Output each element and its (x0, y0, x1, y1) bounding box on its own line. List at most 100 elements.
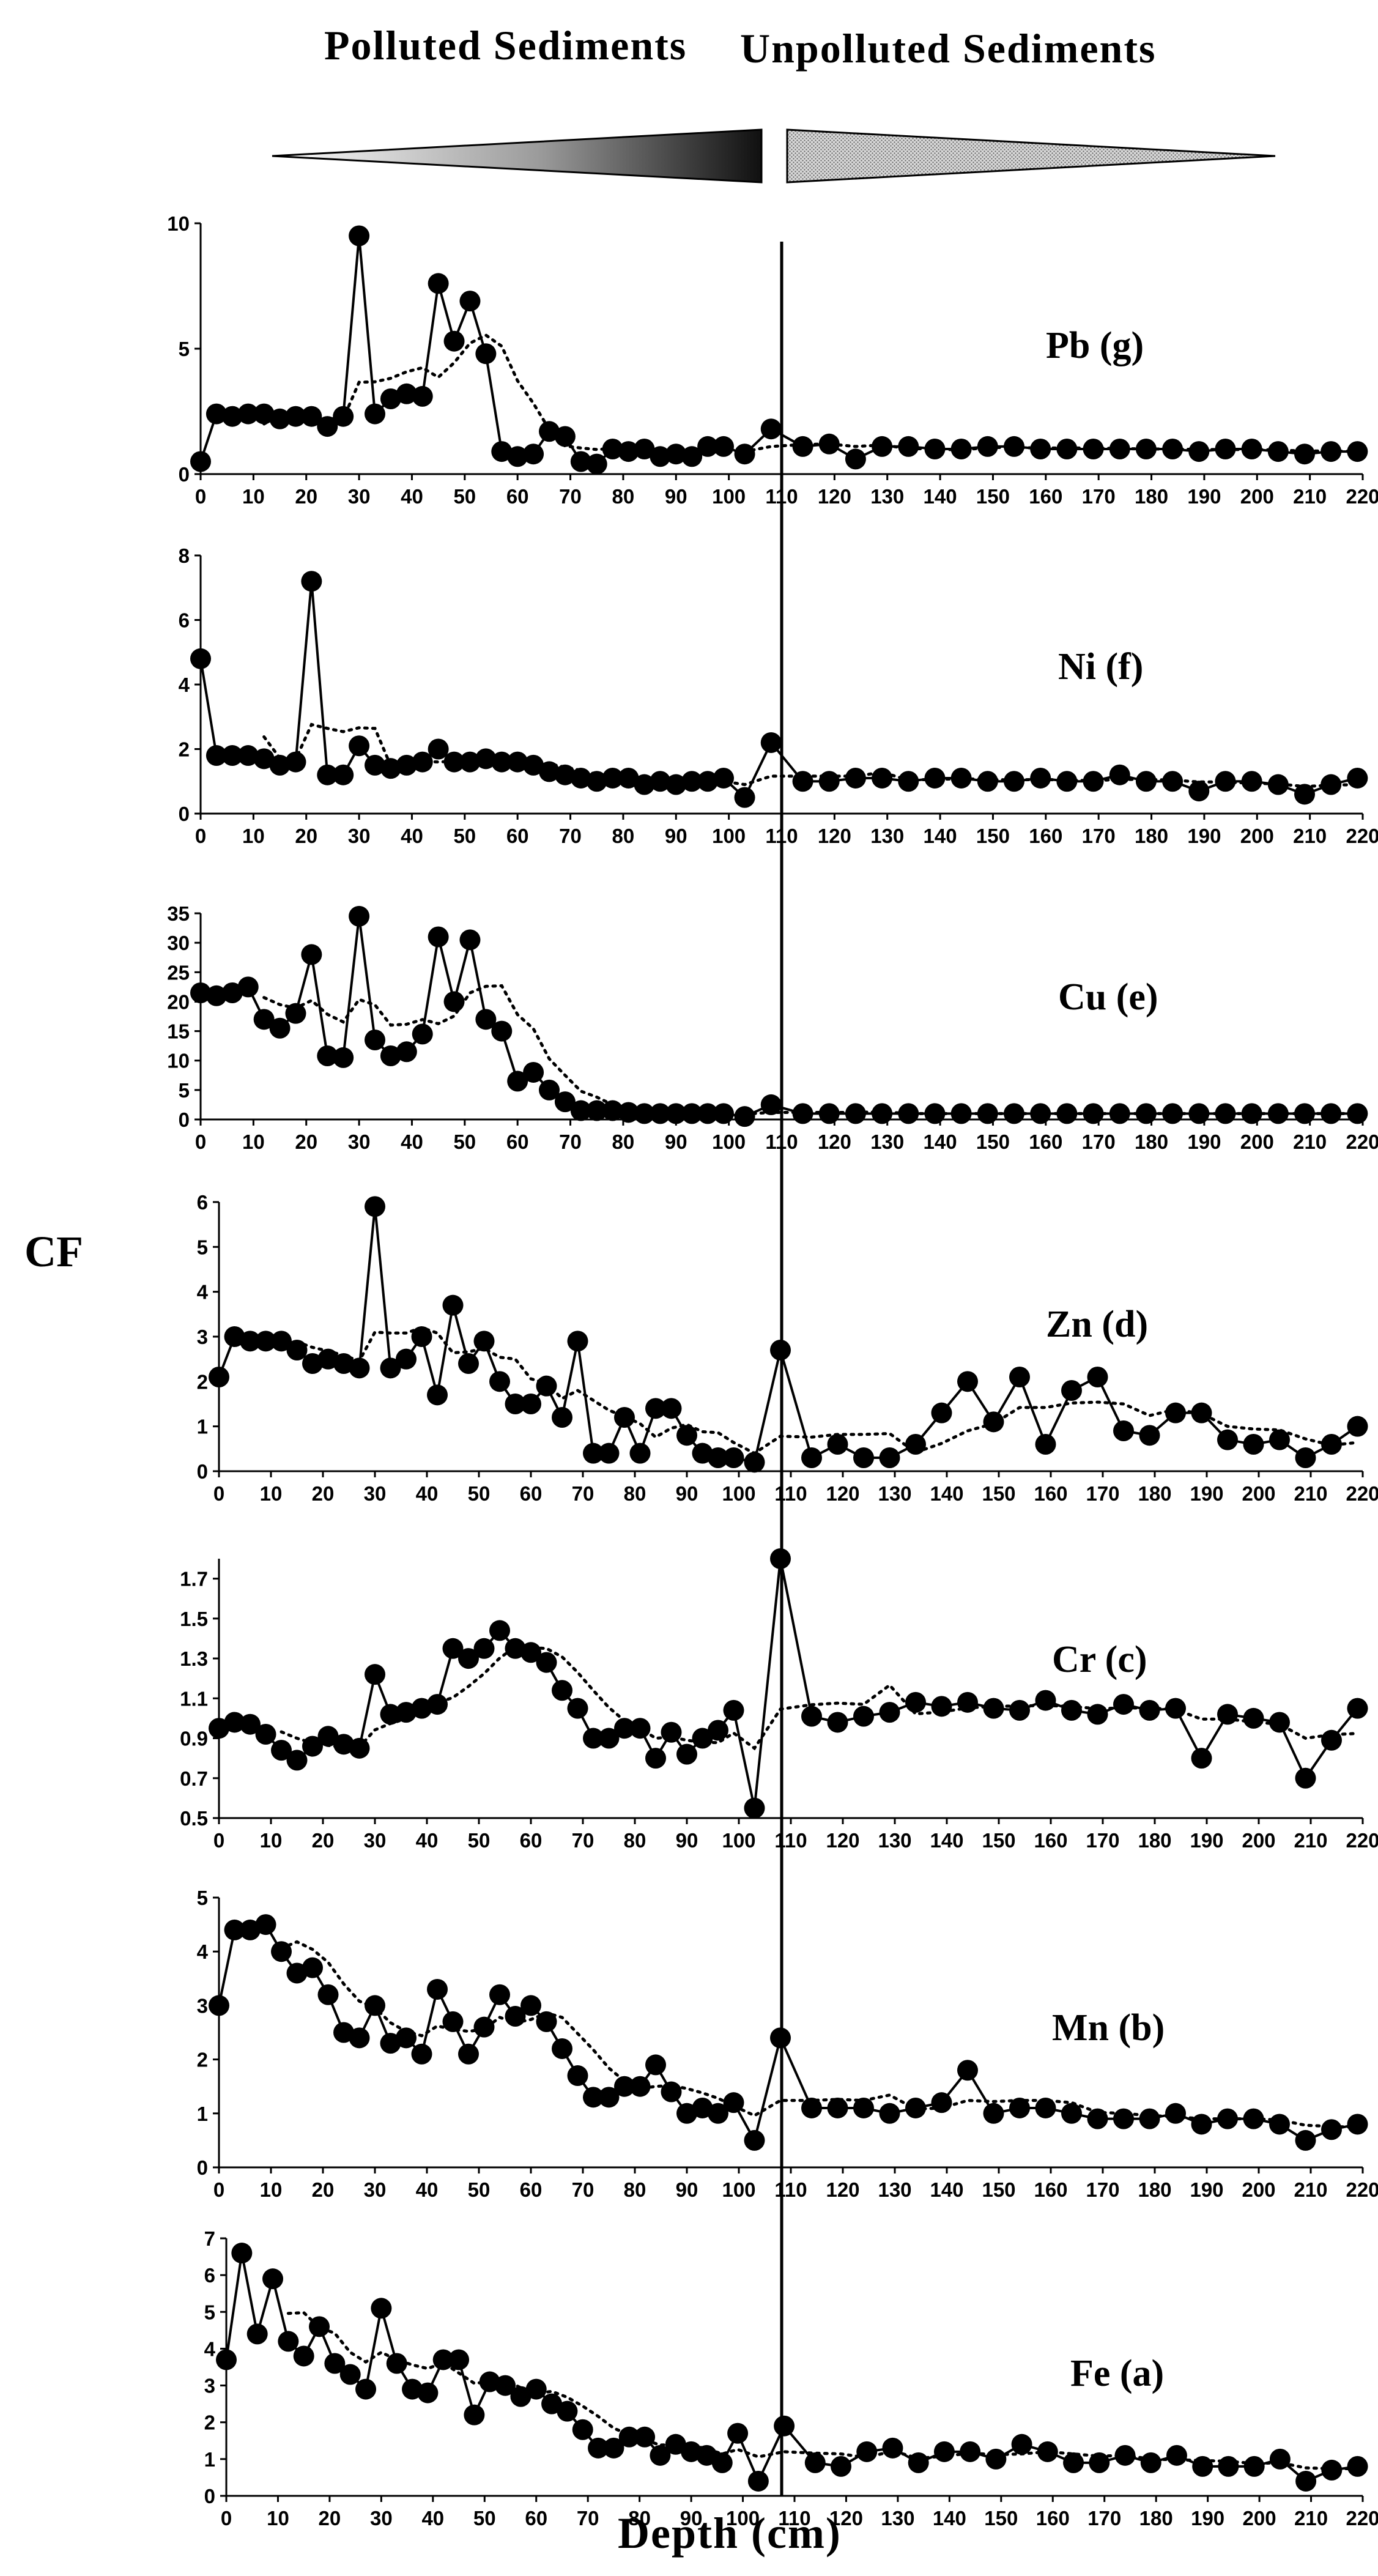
data-point (1035, 1690, 1056, 1711)
data-point (1009, 1699, 1030, 1721)
x-tick-label: 180 (1135, 1130, 1168, 1153)
data-point (285, 406, 306, 427)
x-tick-label: 30 (370, 2507, 393, 2530)
y-tick-label: 7 (204, 2227, 215, 2250)
x-tick-label: 130 (870, 1130, 904, 1153)
data-point (1061, 1699, 1082, 1721)
data-point (1188, 1103, 1210, 1124)
data-point (507, 751, 528, 773)
data-point (552, 1407, 572, 1428)
data-point (1269, 2448, 1291, 2470)
data-point (950, 1103, 972, 1124)
x-tick-label: 130 (881, 2507, 914, 2530)
data-point (206, 985, 227, 1006)
x-tick-label: 160 (1034, 1829, 1067, 1852)
x-tick-label: 140 (924, 485, 957, 508)
data-point (1295, 1447, 1316, 1468)
x-tick-label: 220 (1346, 485, 1378, 508)
data-point (983, 1698, 1004, 1719)
x-tick-label: 180 (1138, 2178, 1171, 2201)
data-point (598, 2087, 620, 2108)
data-point (442, 1638, 464, 1659)
data-point (386, 2353, 407, 2374)
data-point (459, 291, 481, 312)
x-tick-label: 90 (665, 825, 687, 847)
x-tick-label: 160 (1029, 1130, 1062, 1153)
y-tick-label: 20 (167, 990, 190, 1013)
data-point (853, 1706, 874, 1727)
panel-label-fe: Fe (a) (1070, 2353, 1164, 2394)
data-point (708, 1447, 728, 1468)
x-tick-label: 200 (1240, 825, 1274, 847)
x-tick-label: 100 (712, 485, 746, 508)
data-point (380, 1045, 401, 1067)
data-point (491, 1020, 513, 1042)
data-point (1011, 2433, 1032, 2455)
data-point (520, 1394, 541, 1414)
data-point (1056, 771, 1078, 792)
data-point (570, 767, 591, 789)
data-point (818, 433, 840, 455)
data-point (905, 1434, 926, 1455)
data-point (650, 771, 671, 792)
data-point (708, 1720, 728, 1741)
data-point (697, 771, 719, 792)
x-tick-label: 130 (878, 1829, 911, 1852)
data-point (1321, 2119, 1342, 2140)
x-tick-label: 170 (1086, 1482, 1119, 1505)
data-point (324, 2353, 346, 2374)
data-point (443, 330, 465, 352)
x-tick-label: 180 (1139, 2507, 1173, 2530)
series-line-cu (200, 916, 1358, 1118)
x-tick-label: 110 (774, 1829, 807, 1852)
data-point (396, 1041, 417, 1063)
data-point (1113, 1420, 1134, 1441)
data-point (1083, 771, 1104, 792)
data-point (302, 1957, 323, 1978)
data-point (676, 2103, 697, 2124)
data-point (255, 1331, 276, 1352)
x-tick-label: 70 (572, 1829, 595, 1852)
data-point (1030, 1103, 1051, 1124)
data-point (396, 383, 417, 404)
data-point (1192, 2455, 1213, 2477)
data-point (473, 1331, 495, 1352)
data-point (271, 1331, 292, 1352)
data-point (317, 1726, 339, 1747)
data-point (349, 225, 370, 247)
data-point (1295, 1767, 1316, 1789)
data-point (293, 2345, 314, 2367)
x-tick-label: 200 (1242, 1482, 1275, 1505)
data-point (853, 2097, 874, 2118)
data-point (681, 771, 703, 792)
data-point (552, 1680, 572, 1701)
x-tick-label: 190 (1187, 485, 1221, 508)
x-tick-label: 10 (242, 485, 265, 508)
data-point (697, 436, 719, 457)
data-point (792, 771, 813, 792)
y-tick-label: 0.5 (180, 1807, 208, 1830)
data-point (475, 343, 497, 365)
x-tick-label: 70 (572, 2178, 595, 2201)
data-point (661, 2081, 682, 2103)
data-point (240, 1713, 261, 1735)
data-point (744, 1797, 765, 1819)
data-point (853, 1447, 874, 1468)
data-point (1321, 2459, 1343, 2481)
data-point (1188, 781, 1210, 802)
data-point (246, 2323, 268, 2345)
data-point (271, 1941, 292, 1962)
x-tick-label: 0 (213, 1829, 224, 1852)
data-point (539, 1079, 560, 1101)
data-point (380, 758, 401, 779)
data-point (734, 787, 755, 808)
x-tick-label: 0 (195, 825, 206, 847)
x-tick-label: 30 (348, 825, 371, 847)
x-tick-label: 140 (930, 1829, 963, 1852)
data-point (933, 2441, 955, 2462)
data-point (489, 1984, 510, 2005)
x-tick-label: 140 (930, 1482, 963, 1505)
x-tick-label: 160 (1029, 485, 1062, 508)
x-tick-label: 70 (559, 485, 582, 508)
